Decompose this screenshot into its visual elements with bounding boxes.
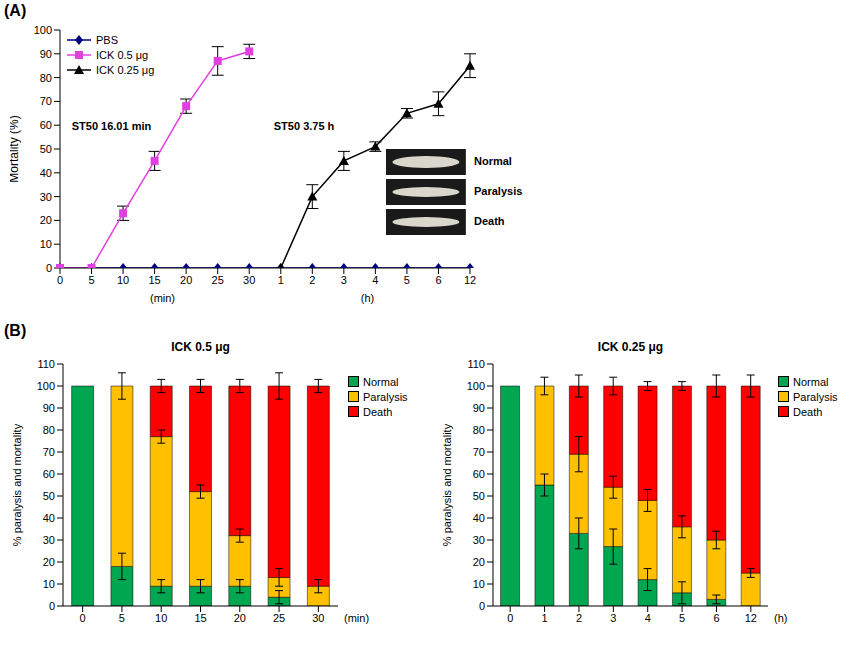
html-text:(B): (B) <box>4 322 27 339</box>
html-text:Paralysis: Paralysis <box>793 390 838 403</box>
svg-text:0: 0 <box>57 274 63 286</box>
svg-text:50: 50 <box>43 490 55 502</box>
svg-text:20: 20 <box>180 274 192 286</box>
html-text:Death: Death <box>363 405 393 418</box>
html-text:(min): (min) <box>150 292 175 304</box>
svg-text:30: 30 <box>43 534 55 546</box>
svg-text:5: 5 <box>88 274 94 286</box>
svg-text:100: 100 <box>34 24 52 36</box>
svg-text:80: 80 <box>473 424 485 436</box>
html-text:Paralysis: Paralysis <box>363 390 408 403</box>
svg-text:(h): (h) <box>774 612 787 624</box>
svg-text:1: 1 <box>278 274 284 286</box>
svg-text:5: 5 <box>119 612 125 624</box>
svg-text:25: 25 <box>273 612 285 624</box>
svg-text:70: 70 <box>40 95 52 107</box>
svg-text:60: 60 <box>40 119 52 131</box>
html-text:Normal: Normal <box>793 375 829 388</box>
html-text:Death: Death <box>793 405 823 418</box>
svg-text:10: 10 <box>473 578 485 590</box>
html-text:ICK 0.5 μg: ICK 0.5 μg <box>171 340 230 354</box>
svg-text:% paralysis and mortality: % paralysis and mortality <box>441 423 453 546</box>
svg-text:70: 70 <box>43 446 55 458</box>
html-text:Death: Death <box>474 215 505 227</box>
svg-text:110: 110 <box>37 358 55 370</box>
svg-text:25: 25 <box>212 274 224 286</box>
html-text:(A): (A) <box>4 2 27 19</box>
svg-text:20: 20 <box>473 556 485 568</box>
svg-text:90: 90 <box>473 402 485 414</box>
svg-text:2: 2 <box>309 274 315 286</box>
svg-text:1: 1 <box>542 612 548 624</box>
html-text:Normal: Normal <box>363 375 399 388</box>
svg-text:0: 0 <box>507 612 513 624</box>
svg-text:2: 2 <box>576 612 582 624</box>
svg-text:30: 30 <box>243 274 255 286</box>
html-text:ICK 0.25 μg: ICK 0.25 μg <box>597 340 664 354</box>
html-text:Paralysis: Paralysis <box>474 185 523 197</box>
svg-text:90: 90 <box>40 48 52 60</box>
svg-text:60: 60 <box>473 468 485 480</box>
svg-text:4: 4 <box>372 274 378 286</box>
svg-text:10: 10 <box>40 238 52 250</box>
html-text:(h): (h) <box>360 292 375 304</box>
html-text:Normal: Normal <box>474 155 512 167</box>
svg-text:3: 3 <box>610 612 616 624</box>
svg-text:30: 30 <box>40 191 52 203</box>
svg-text:40: 40 <box>40 167 52 179</box>
html-text:ICK 0.5 μg: ICK 0.5 μg <box>96 48 149 61</box>
svg-text:20: 20 <box>43 556 55 568</box>
svg-text:50: 50 <box>40 143 52 155</box>
svg-text:15: 15 <box>148 274 160 286</box>
svg-text:100: 100 <box>467 380 485 392</box>
svg-text:70: 70 <box>473 446 485 458</box>
svg-text:0: 0 <box>479 600 485 612</box>
svg-text:40: 40 <box>473 512 485 524</box>
svg-text:90: 90 <box>43 402 55 414</box>
svg-text:50: 50 <box>473 490 485 502</box>
svg-text:4: 4 <box>645 612 651 624</box>
svg-text:12: 12 <box>464 274 476 286</box>
svg-text:40: 40 <box>43 512 55 524</box>
svg-text:6: 6 <box>435 274 441 286</box>
svg-text:15: 15 <box>194 612 206 624</box>
svg-text:% paralysis and mortality: % paralysis and mortality <box>11 423 23 546</box>
svg-text:30: 30 <box>312 612 324 624</box>
svg-text:Mortality (%): Mortality (%) <box>10 115 21 182</box>
svg-text:5: 5 <box>679 612 685 624</box>
svg-text:10: 10 <box>43 578 55 590</box>
svg-text:0: 0 <box>46 262 52 274</box>
svg-text:10: 10 <box>117 274 129 286</box>
svg-text:0: 0 <box>49 600 55 612</box>
html-text:PBS: PBS <box>96 33 118 46</box>
svg-text:110: 110 <box>467 358 485 370</box>
html-text:ICK 0.25 μg: ICK 0.25 μg <box>96 63 155 76</box>
svg-text:30: 30 <box>473 534 485 546</box>
svg-text:80: 80 <box>43 424 55 436</box>
svg-text:3: 3 <box>341 274 347 286</box>
svg-text:10: 10 <box>155 612 167 624</box>
svg-text:6: 6 <box>713 612 719 624</box>
html-text:ST50 3.75 h: ST50 3.75 h <box>273 120 335 133</box>
svg-text:20: 20 <box>234 612 246 624</box>
html-text:ST50 16.01 min: ST50 16.01 min <box>71 120 152 133</box>
svg-text:20: 20 <box>40 214 52 226</box>
svg-text:(min): (min) <box>344 612 369 624</box>
svg-text:100: 100 <box>37 380 55 392</box>
svg-text:12: 12 <box>745 612 757 624</box>
svg-text:80: 80 <box>40 72 52 84</box>
svg-text:0: 0 <box>80 612 86 624</box>
svg-text:60: 60 <box>43 468 55 480</box>
svg-text:5: 5 <box>404 274 410 286</box>
